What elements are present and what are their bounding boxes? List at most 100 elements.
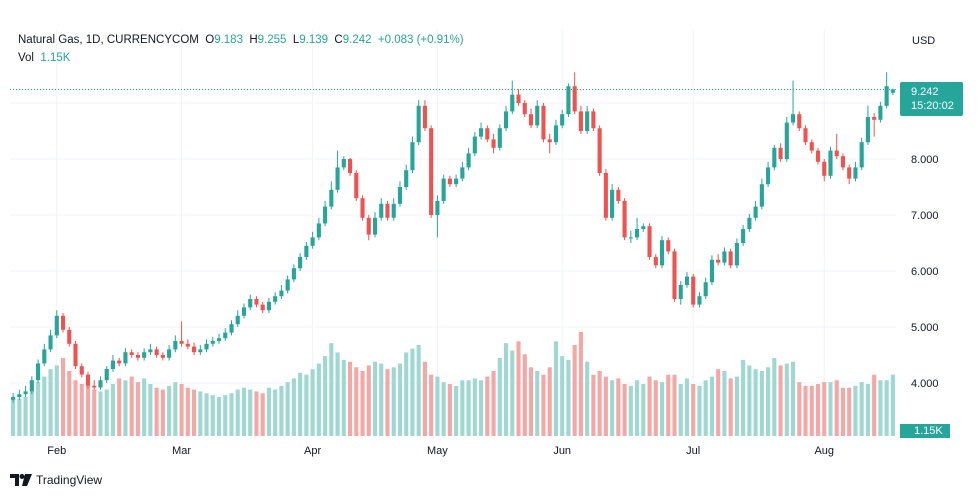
candle [578, 105, 583, 134]
candle [479, 122, 484, 140]
candle-body [279, 290, 284, 297]
candle [110, 355, 116, 372]
candle-body [834, 150, 839, 157]
volume-bar [123, 380, 128, 436]
candle-body [747, 217, 752, 229]
volume-bar [273, 389, 278, 436]
volume-bar [803, 385, 808, 436]
volume-bar [410, 348, 415, 436]
candle-body [216, 338, 222, 341]
volume-bar [198, 391, 203, 436]
candle [510, 80, 515, 115]
candle [716, 254, 721, 266]
volume-bar [591, 374, 596, 436]
candle-body [809, 142, 814, 151]
candle [847, 164, 852, 185]
volume-bar [597, 371, 602, 436]
candle-body [341, 159, 346, 168]
candle [684, 272, 690, 288]
candle [485, 125, 490, 143]
candle [753, 201, 758, 221]
candle-body [397, 187, 403, 204]
candle [42, 343, 47, 367]
volume-bar [784, 363, 789, 436]
candle-body [778, 147, 783, 159]
volume-bar [254, 391, 259, 436]
volume-bar [397, 363, 403, 436]
volume-bar [454, 385, 459, 436]
candle [460, 161, 465, 182]
candle [610, 184, 615, 221]
candle-body [316, 223, 321, 238]
candle-body [154, 349, 159, 355]
candle-body [192, 346, 197, 353]
candle-body [104, 369, 109, 381]
volume-bar [73, 380, 78, 436]
candle-body [142, 352, 147, 358]
month-tick-label: Apr [304, 445, 321, 457]
candle-body [79, 366, 84, 375]
candle [872, 113, 877, 137]
low-value: 9.139 [299, 34, 329, 46]
open-key: O [205, 34, 215, 46]
volume-bar [192, 389, 197, 436]
volume-bar [716, 369, 721, 436]
price-tick-label: 8.000 [911, 154, 939, 166]
month-tick-label: Feb [47, 445, 66, 457]
candle-body [285, 279, 290, 291]
volume-bar [572, 345, 577, 436]
candle [335, 150, 340, 193]
volume-legend: Vol 1.15K [18, 52, 70, 64]
candle [347, 157, 353, 176]
volume-bar [703, 380, 708, 436]
volume-bar [17, 398, 22, 436]
candle-body [273, 296, 278, 302]
volume-bar [466, 380, 471, 436]
price-tick-label: 7.000 [911, 210, 939, 222]
month-tick-label: Aug [814, 445, 834, 457]
candle [597, 125, 602, 176]
candle-body [347, 159, 353, 173]
candle-body [354, 173, 359, 199]
volume-bar [628, 385, 633, 436]
candle-body [466, 153, 471, 168]
candle-body [167, 349, 172, 358]
volume-bar [491, 371, 496, 436]
candle [772, 145, 777, 171]
candle-body [628, 237, 633, 239]
candle [691, 273, 696, 308]
candle-body [479, 128, 484, 137]
volume-bar [566, 359, 571, 436]
volume-bar [129, 376, 134, 436]
candle [73, 341, 78, 369]
volume-bar [385, 369, 390, 436]
candle-body [784, 122, 789, 159]
candle [728, 248, 733, 269]
candle-body [485, 128, 490, 140]
volume-bar [503, 343, 509, 436]
candle-body [709, 259, 714, 283]
candle-body [123, 352, 128, 364]
volume-bar [323, 356, 328, 436]
candle [48, 329, 53, 353]
tradingview-name: TradingView [36, 473, 103, 487]
candle-body [329, 189, 334, 207]
candle-body [797, 114, 802, 129]
candle [422, 100, 427, 131]
candle [809, 139, 814, 154]
candle [491, 133, 496, 154]
candle-body [734, 243, 739, 266]
candle [198, 344, 203, 355]
candle-body [890, 89, 895, 93]
candle [560, 109, 565, 129]
candle [254, 296, 259, 308]
volume-bar [223, 395, 228, 436]
candle [822, 159, 827, 182]
candle [535, 100, 540, 129]
candle-body [672, 251, 677, 299]
candle [329, 181, 334, 210]
candle [859, 137, 864, 171]
tradingview-logo[interactable]: TradingView [10, 473, 102, 487]
close-value: 9.242 [342, 34, 372, 46]
candle [67, 327, 72, 347]
